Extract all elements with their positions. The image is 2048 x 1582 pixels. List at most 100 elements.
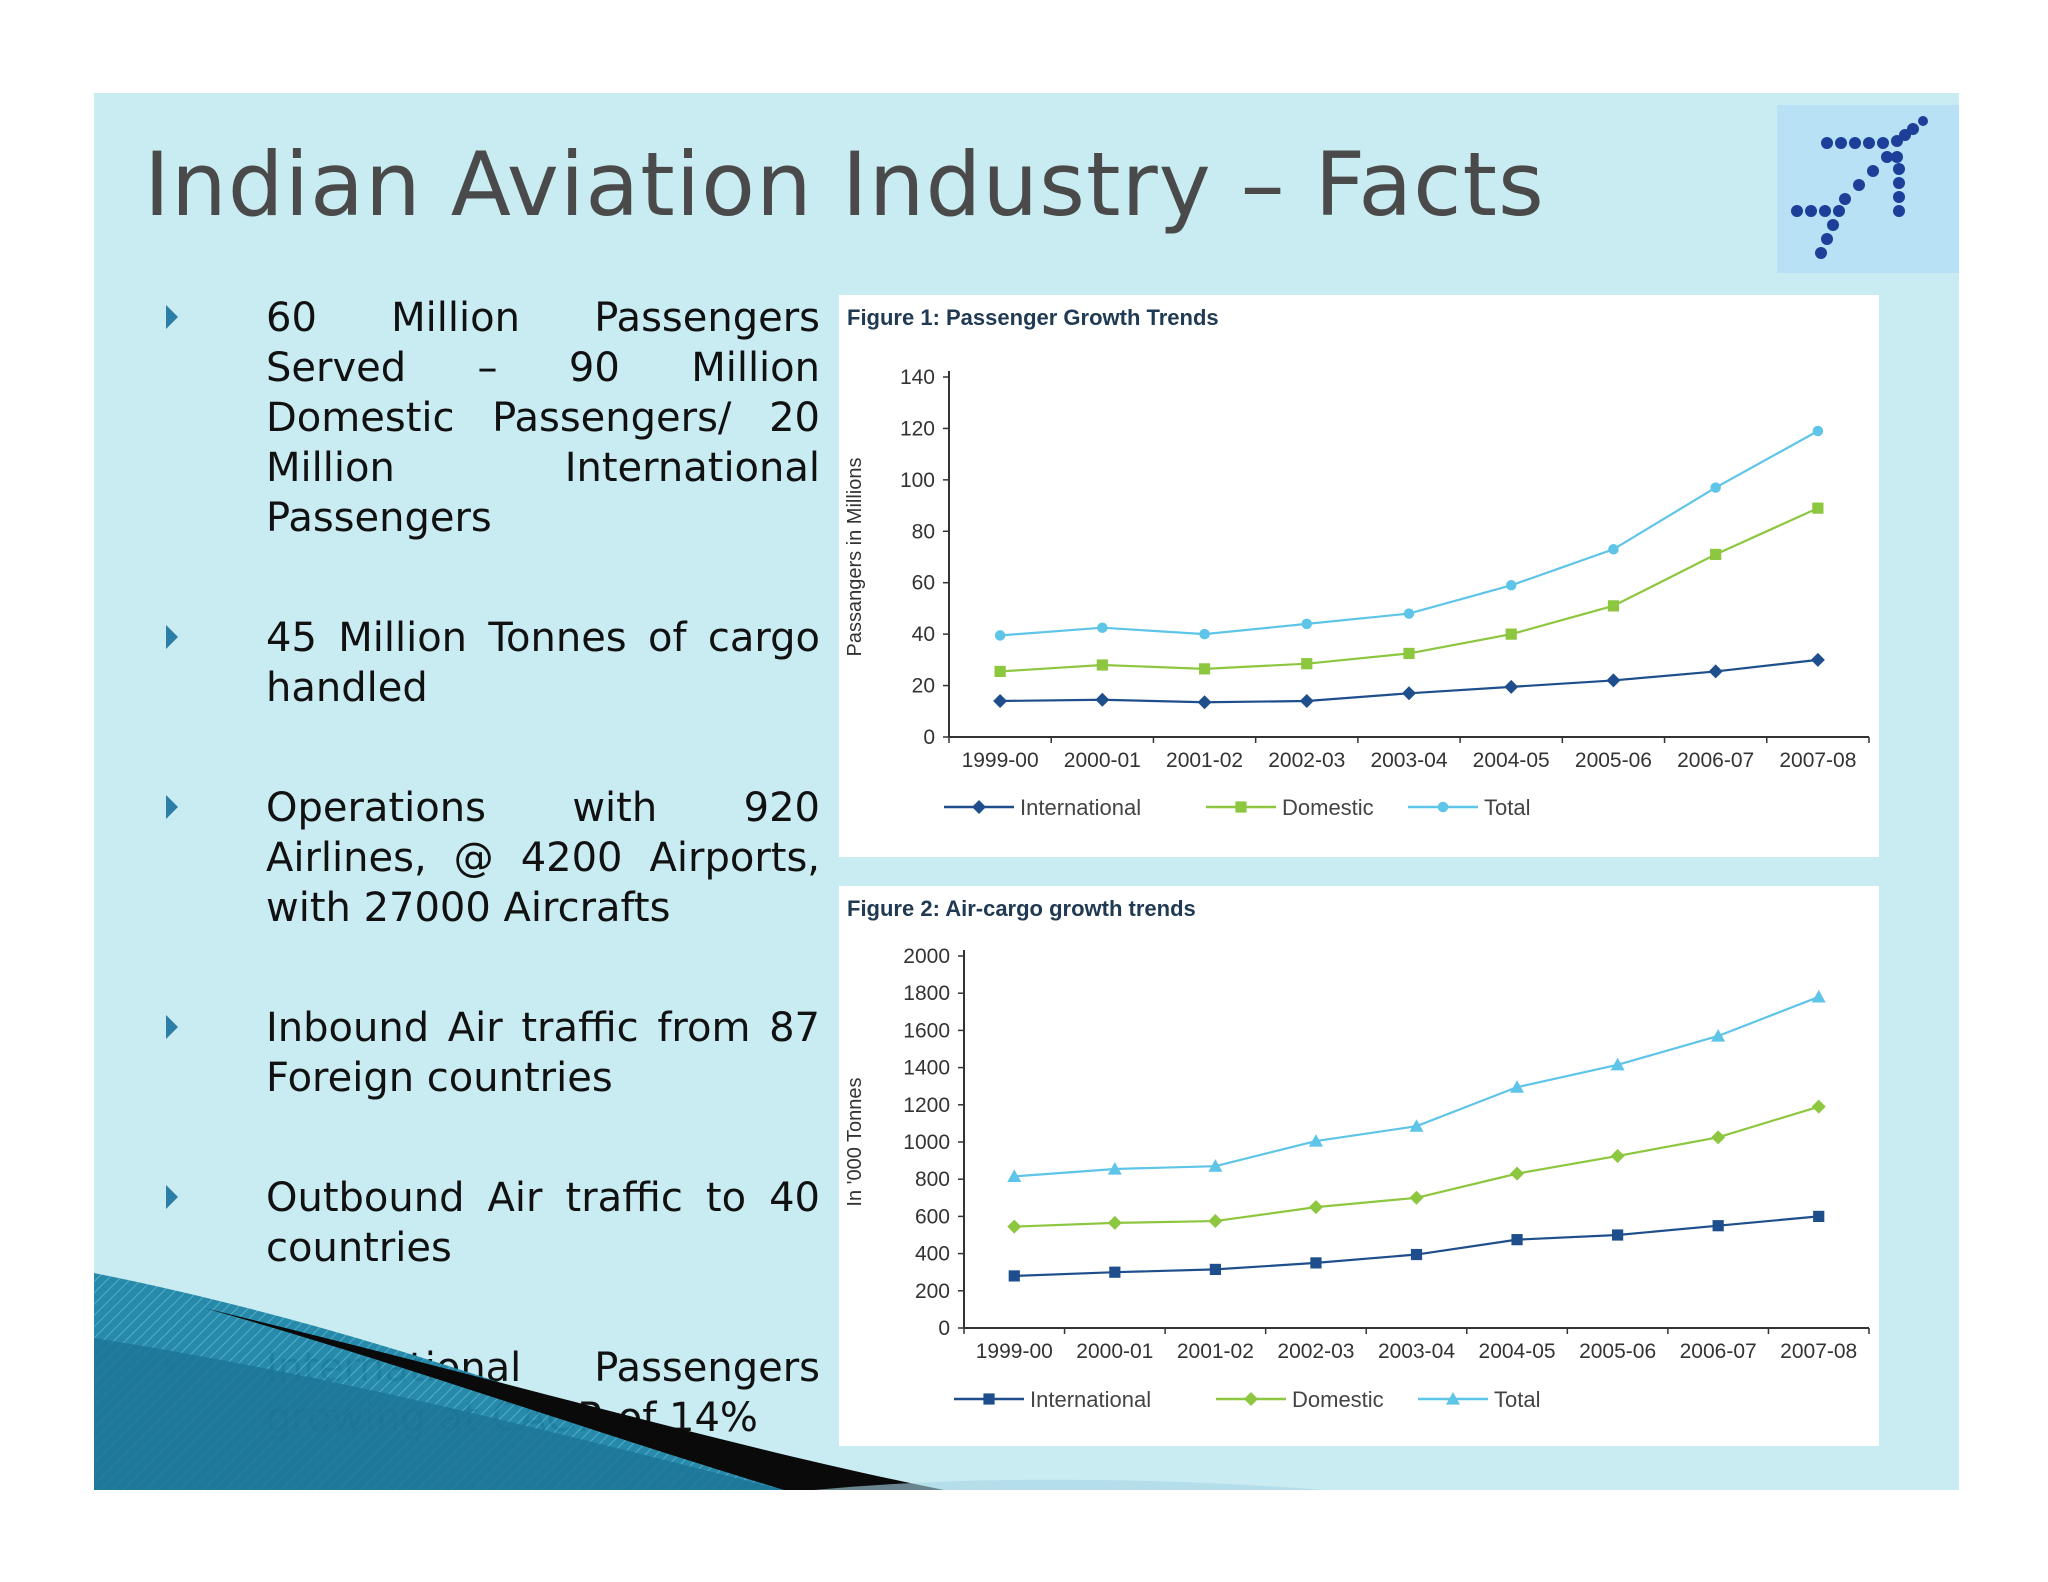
data-point [1197, 695, 1212, 710]
legend-marker [1244, 1392, 1258, 1406]
x-tick-label: 2004-05 [1479, 1340, 1556, 1363]
legend-marker [1235, 801, 1247, 813]
x-tick-label: 2007-08 [1780, 1340, 1857, 1363]
legend-label: International [1020, 795, 1141, 820]
series-line-total [1014, 995, 1820, 1178]
legend-label: Domestic [1292, 1387, 1384, 1412]
legend-label: Domestic [1282, 795, 1374, 820]
data-point [1199, 628, 1210, 640]
data-point [1811, 989, 1826, 1003]
data-point [1208, 1214, 1223, 1229]
data-point [1096, 659, 1108, 671]
y-tick-label: 40 [912, 623, 935, 646]
bullet-arrow-icon [166, 305, 178, 329]
data-point [1510, 1080, 1525, 1093]
bullet-text: Inbound Air traffic from 87 Foreign coun… [266, 1005, 820, 1101]
bullet-text: 45 Million Tonnes of cargo handled [266, 615, 820, 711]
y-tick-label: 60 [912, 572, 935, 595]
data-point [1510, 1166, 1525, 1181]
x-tick-label: 2002-03 [1268, 749, 1345, 772]
bullet-list: 60 Million Passengers Served – 90 Millio… [166, 293, 866, 1443]
data-point [1007, 1219, 1022, 1234]
dotted-arrow-logo-icon [1791, 116, 1928, 259]
series-line-total [1000, 430, 1819, 637]
bullet-text: Operations with 920 Airlines, @ 4200 Air… [266, 785, 820, 931]
x-tick-label: 2003-04 [1370, 749, 1447, 772]
data-point [1299, 694, 1314, 708]
data-point [994, 665, 1006, 678]
data-point [1708, 664, 1723, 679]
bullet-item: International Passengers growing at CAGR… [166, 1343, 866, 1443]
y-axis-label: In '000 Tonnes [844, 1077, 866, 1206]
data-point [994, 630, 1006, 641]
data-point [1505, 580, 1517, 591]
legend-marker [1446, 1392, 1460, 1405]
bullet-arrow-icon [166, 625, 178, 649]
y-tick-label: 400 [915, 1243, 950, 1266]
data-point [1208, 1159, 1223, 1172]
data-point [1810, 652, 1825, 667]
data-point [1308, 1200, 1323, 1215]
data-point [1710, 482, 1721, 493]
data-point [1308, 1134, 1323, 1147]
data-point [993, 694, 1008, 708]
data-point [1612, 1229, 1624, 1241]
bullet-item: Outbound Air traffic to 40 countries [166, 1173, 866, 1273]
series-line-domestic [1000, 507, 1819, 673]
y-tick-label: 1800 [903, 982, 950, 1005]
slide: Indian Aviation Industry – Facts 60 Mill… [94, 93, 1959, 1490]
data-point [1097, 622, 1108, 633]
x-tick-label: 2005-06 [1579, 1340, 1656, 1363]
chart-title: Figure 1: Passenger Growth Trends [847, 305, 1219, 330]
data-point [1403, 608, 1415, 619]
data-point [1109, 1266, 1121, 1278]
bullet-text: 60 Million Passengers Served – 90 Millio… [266, 295, 820, 541]
figure-1: Figure 1: Passenger Growth Trends 0 20 40 60… [839, 295, 1879, 857]
legend-label: Total [1494, 1387, 1540, 1412]
y-tick-label: 200 [915, 1280, 950, 1303]
data-point [1107, 1161, 1122, 1175]
x-tick-label: 2001-02 [1177, 1340, 1254, 1363]
x-tick-label: 2000-01 [1064, 749, 1141, 772]
data-point [1606, 673, 1621, 688]
data-point [1813, 1210, 1825, 1222]
x-tick-label: 2002-03 [1277, 1340, 1354, 1363]
data-point [1610, 1057, 1625, 1071]
x-tick-label: 2006-07 [1677, 749, 1754, 772]
x-tick-label: 1999-00 [976, 1340, 1053, 1363]
air-cargo-growth-chart: Figure 2: Air-cargo growth trends 0 200 400… [844, 896, 1870, 1412]
x-tick-label: 2005-06 [1575, 749, 1652, 772]
y-tick-label: 20 [912, 675, 935, 698]
legend-label: Total [1484, 795, 1530, 820]
x-tick-label: 2000-01 [1076, 1340, 1153, 1363]
data-point [1610, 1148, 1625, 1163]
x-tick-label: 1999-00 [962, 749, 1039, 772]
y-tick-label: 140 [900, 366, 935, 389]
y-axis-label: Passangers in Millions [844, 458, 866, 657]
data-point [1712, 1220, 1724, 1232]
x-tick-label: 2007-08 [1779, 749, 1856, 772]
bullet-item: Operations with 920 Airlines, @ 4200 Air… [166, 783, 866, 933]
logo [1777, 105, 1959, 273]
data-point [1409, 1119, 1424, 1132]
data-point [1511, 1234, 1523, 1246]
data-point [1812, 502, 1824, 514]
x-tick-label: 2004-05 [1473, 749, 1550, 772]
data-point [1095, 692, 1110, 707]
data-point [1301, 618, 1313, 630]
data-point [1505, 628, 1517, 640]
data-point [1711, 1130, 1726, 1145]
x-tick-label: 2006-07 [1680, 1340, 1757, 1363]
bullet-text: International Passengers growing at CAGR… [266, 1345, 820, 1441]
data-point [1008, 1270, 1020, 1282]
y-tick-label: 1600 [903, 1019, 950, 1042]
bullet-text: Outbound Air traffic to 40 countries [266, 1175, 820, 1271]
y-tick-label: 80 [912, 520, 935, 543]
slide-title: Indian Aviation Industry – Facts [144, 133, 1545, 236]
y-tick-label: 0 [938, 1317, 950, 1340]
data-point [1198, 663, 1211, 675]
bullet-item: 45 Million Tonnes of cargo handled [166, 613, 866, 713]
data-point [1409, 1190, 1424, 1205]
x-tick-label: 2003-04 [1378, 1340, 1455, 1363]
data-point [1607, 600, 1620, 612]
